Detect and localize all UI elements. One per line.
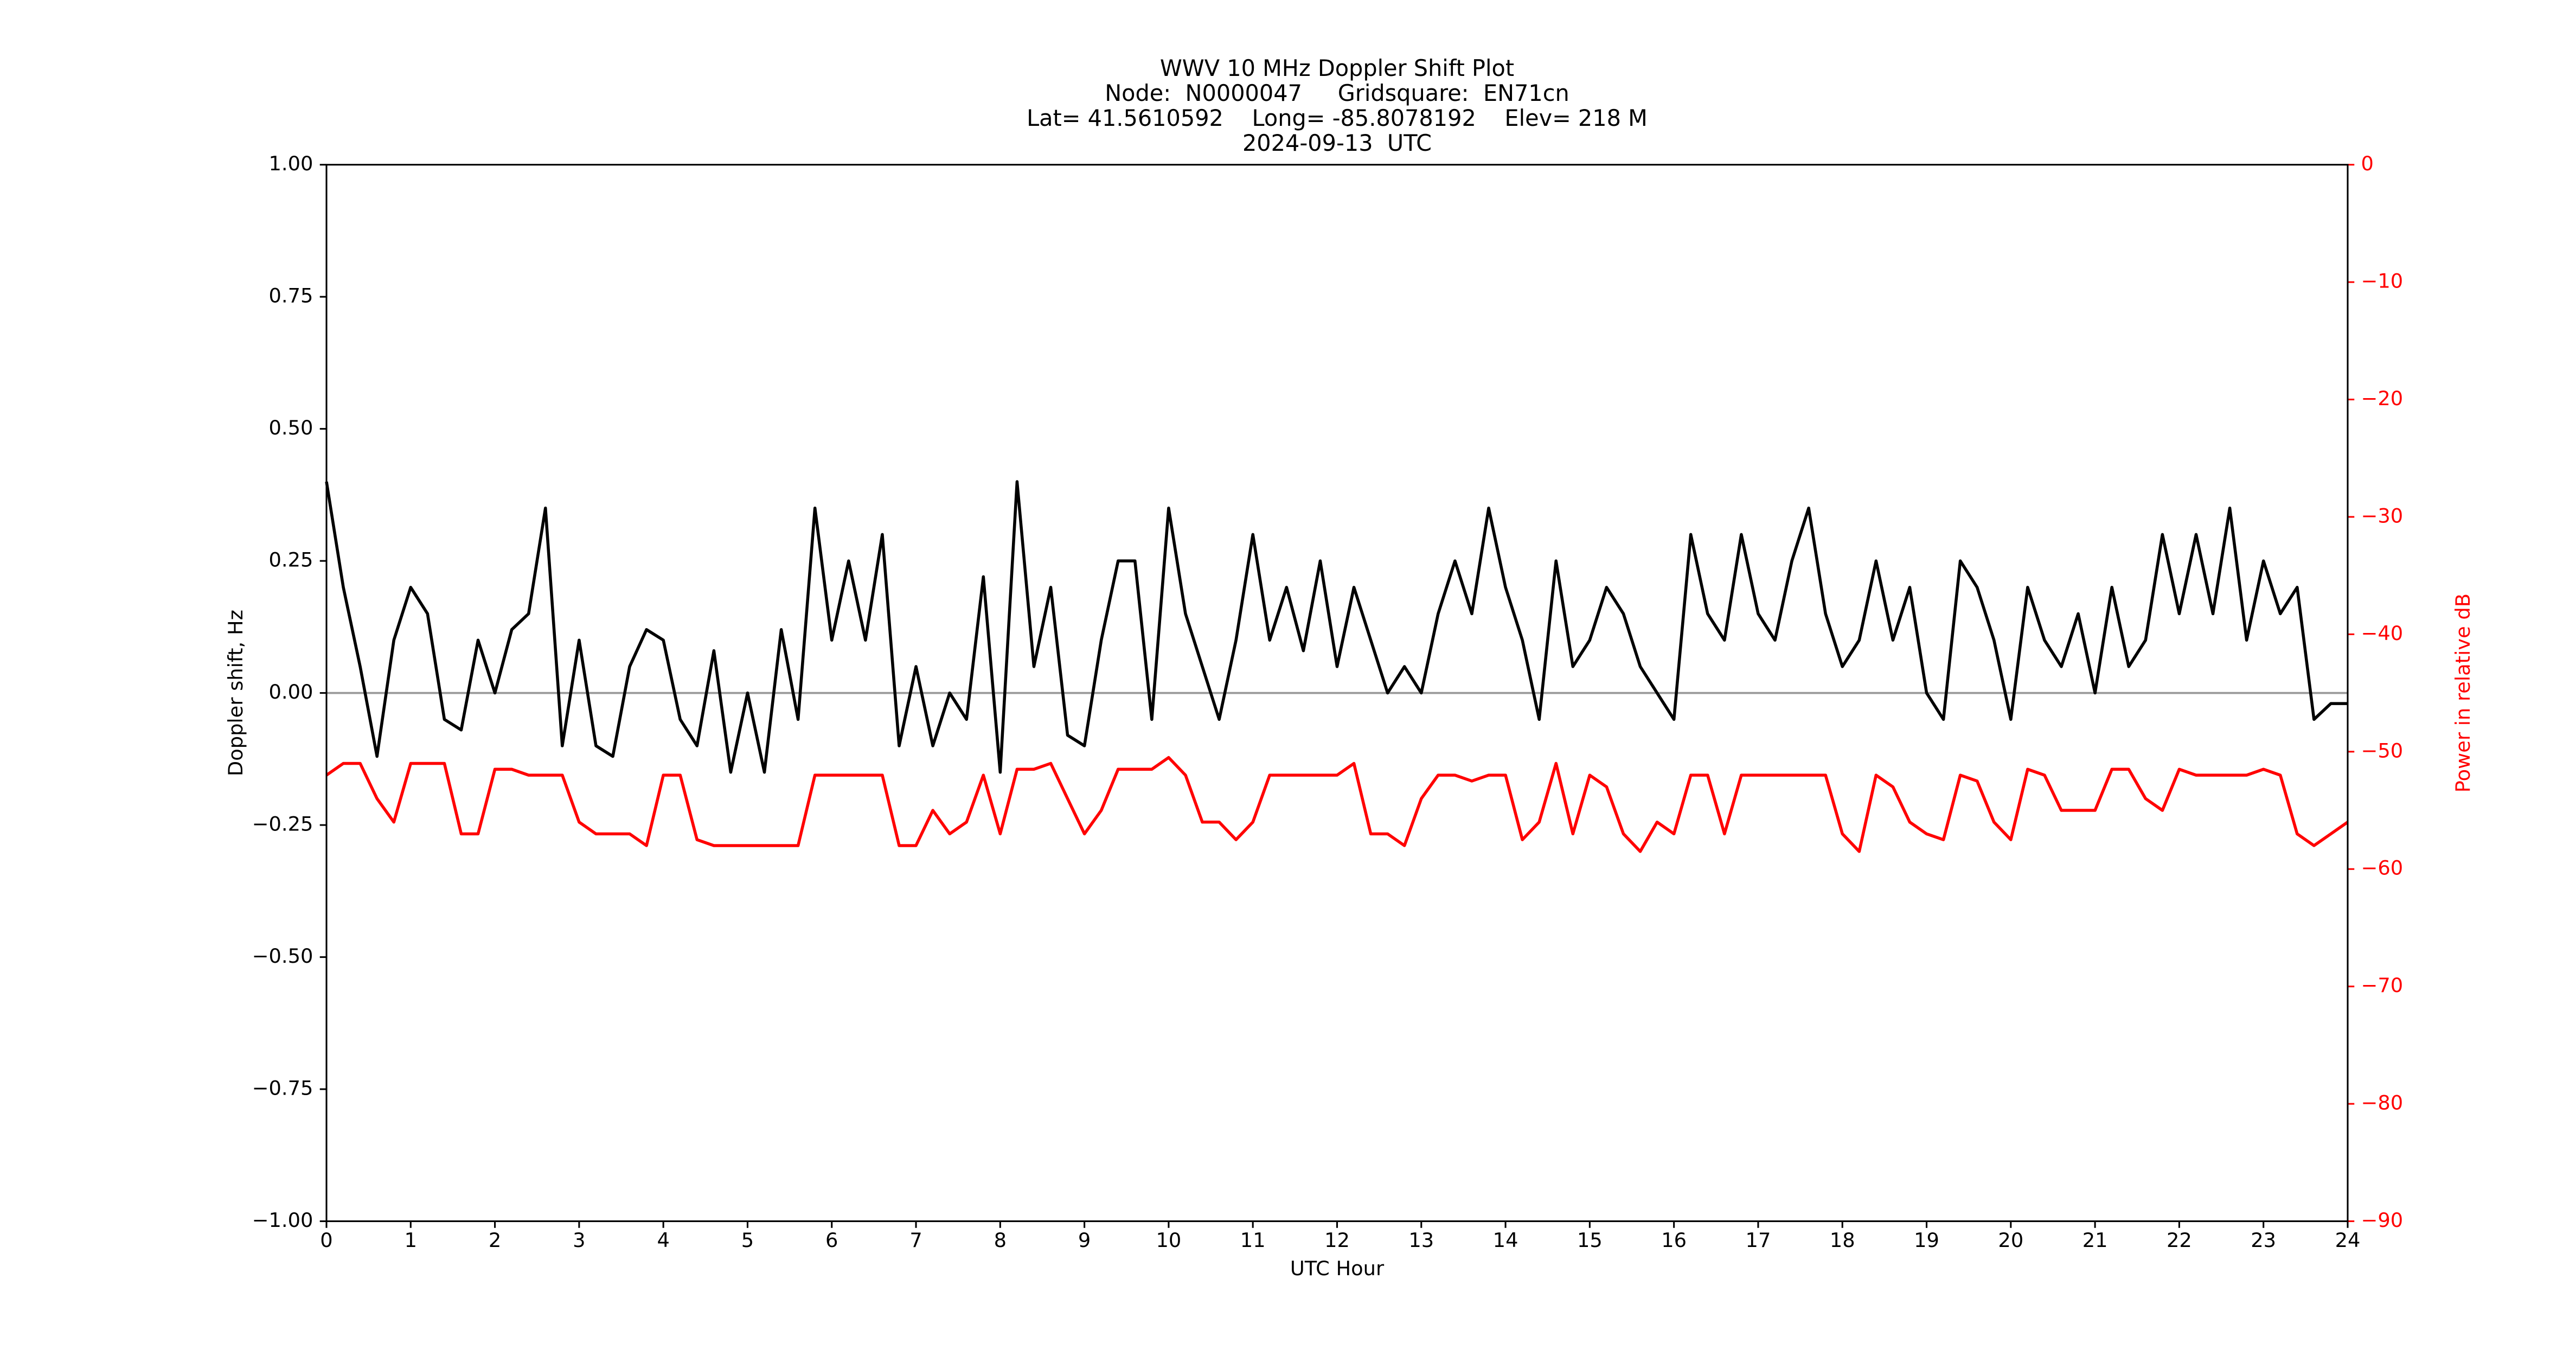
y-tick-label: −0.50 [252, 944, 313, 968]
x-tick-label: 10 [1156, 1229, 1181, 1252]
y-tick-label: −0.75 [252, 1077, 313, 1100]
chart-title: Lat= 41.5610592 Long= -85.8078192 Elev= … [1027, 105, 1648, 131]
y-tick-label: −0.25 [252, 813, 313, 836]
x-tick-label: 18 [1830, 1229, 1855, 1252]
x-tick-label: 12 [1324, 1229, 1350, 1252]
y2-tick-label: −20 [2361, 387, 2404, 410]
y-tick-label: 0.25 [269, 548, 313, 572]
x-tick-label: 6 [825, 1229, 838, 1252]
x-tick-label: 3 [573, 1229, 585, 1252]
data-line [325, 480, 2348, 774]
x-tick-label: 7 [909, 1229, 922, 1252]
x-tick-label: 5 [741, 1229, 754, 1252]
x-tick-label: 15 [1577, 1229, 1603, 1252]
chart-title: 2024-09-13 UTC [1242, 130, 1432, 156]
x-tick-label: 14 [1493, 1229, 1518, 1252]
y-tick-label: 0.50 [269, 416, 313, 439]
x-tick-label: 4 [657, 1229, 669, 1252]
y-tick-label: −1.00 [252, 1208, 313, 1232]
x-tick-label: 16 [1661, 1229, 1687, 1252]
y2-tick-label: −40 [2361, 622, 2404, 645]
x-axis-label: UTC Hour [1290, 1257, 1385, 1280]
data-line [325, 756, 2349, 853]
y2-tick-label: 0 [2361, 152, 2374, 175]
x-tick-label: 8 [994, 1229, 1007, 1252]
y2-tick-label: −80 [2361, 1091, 2404, 1115]
chart-title: Node: N0000047 Gridsquare: EN71cn [1105, 80, 1569, 106]
y2-tick-label: −60 [2361, 856, 2404, 880]
y-axis-label: Doppler shift, Hz [224, 610, 247, 776]
y-tick-label: 1.00 [269, 152, 313, 175]
x-tick-label: 19 [1914, 1229, 1939, 1252]
y2-tick-label: −30 [2361, 504, 2404, 527]
y2-tick-label: −50 [2361, 739, 2404, 762]
y-tick-label: 0.75 [269, 284, 313, 308]
y2-axis-label: Power in relative dB [2451, 593, 2475, 792]
x-tick-label: 2 [489, 1229, 501, 1252]
x-tick-label: 0 [320, 1229, 332, 1252]
x-tick-label: 1 [405, 1229, 417, 1252]
x-tick-label: 21 [2082, 1229, 2108, 1252]
y2-tick-label: −70 [2361, 974, 2404, 997]
x-tick-label: 24 [2335, 1229, 2361, 1252]
chart-title: WWV 10 MHz Doppler Shift Plot [1160, 55, 1514, 81]
x-tick-label: 20 [1998, 1229, 2023, 1252]
y2-tick-label: −10 [2361, 270, 2404, 293]
x-tick-label: 11 [1240, 1229, 1266, 1252]
x-tick-label: 23 [2251, 1229, 2276, 1252]
y-tick-label: 0.00 [269, 680, 313, 703]
x-tick-label: 9 [1078, 1229, 1091, 1252]
x-tick-label: 22 [2167, 1229, 2192, 1252]
plot-frame [325, 164, 2349, 1223]
y2-tick-label: −90 [2361, 1208, 2404, 1232]
x-tick-label: 17 [1746, 1229, 1771, 1252]
x-tick-label: 13 [1408, 1229, 1434, 1252]
